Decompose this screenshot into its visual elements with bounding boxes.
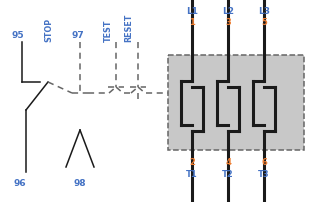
Text: 5: 5 — [261, 18, 267, 27]
Text: TEST: TEST — [104, 20, 113, 42]
Text: 98: 98 — [74, 180, 86, 188]
Text: T2: T2 — [222, 170, 234, 179]
Bar — [168, 55, 304, 150]
Text: T1: T1 — [186, 170, 198, 179]
Text: L3: L3 — [258, 7, 270, 16]
Text: L1: L1 — [186, 7, 198, 16]
Text: RESET: RESET — [124, 14, 134, 42]
Text: 3: 3 — [225, 18, 231, 27]
Text: 2: 2 — [189, 158, 195, 167]
Text: STOP: STOP — [45, 18, 53, 42]
Text: 97: 97 — [72, 32, 84, 40]
Text: T3: T3 — [258, 170, 270, 179]
Text: 6: 6 — [261, 158, 267, 167]
Text: 96: 96 — [14, 180, 26, 188]
Text: 95: 95 — [12, 32, 24, 40]
Text: 1: 1 — [189, 18, 195, 27]
Text: 4: 4 — [225, 158, 231, 167]
Text: L2: L2 — [222, 7, 234, 16]
